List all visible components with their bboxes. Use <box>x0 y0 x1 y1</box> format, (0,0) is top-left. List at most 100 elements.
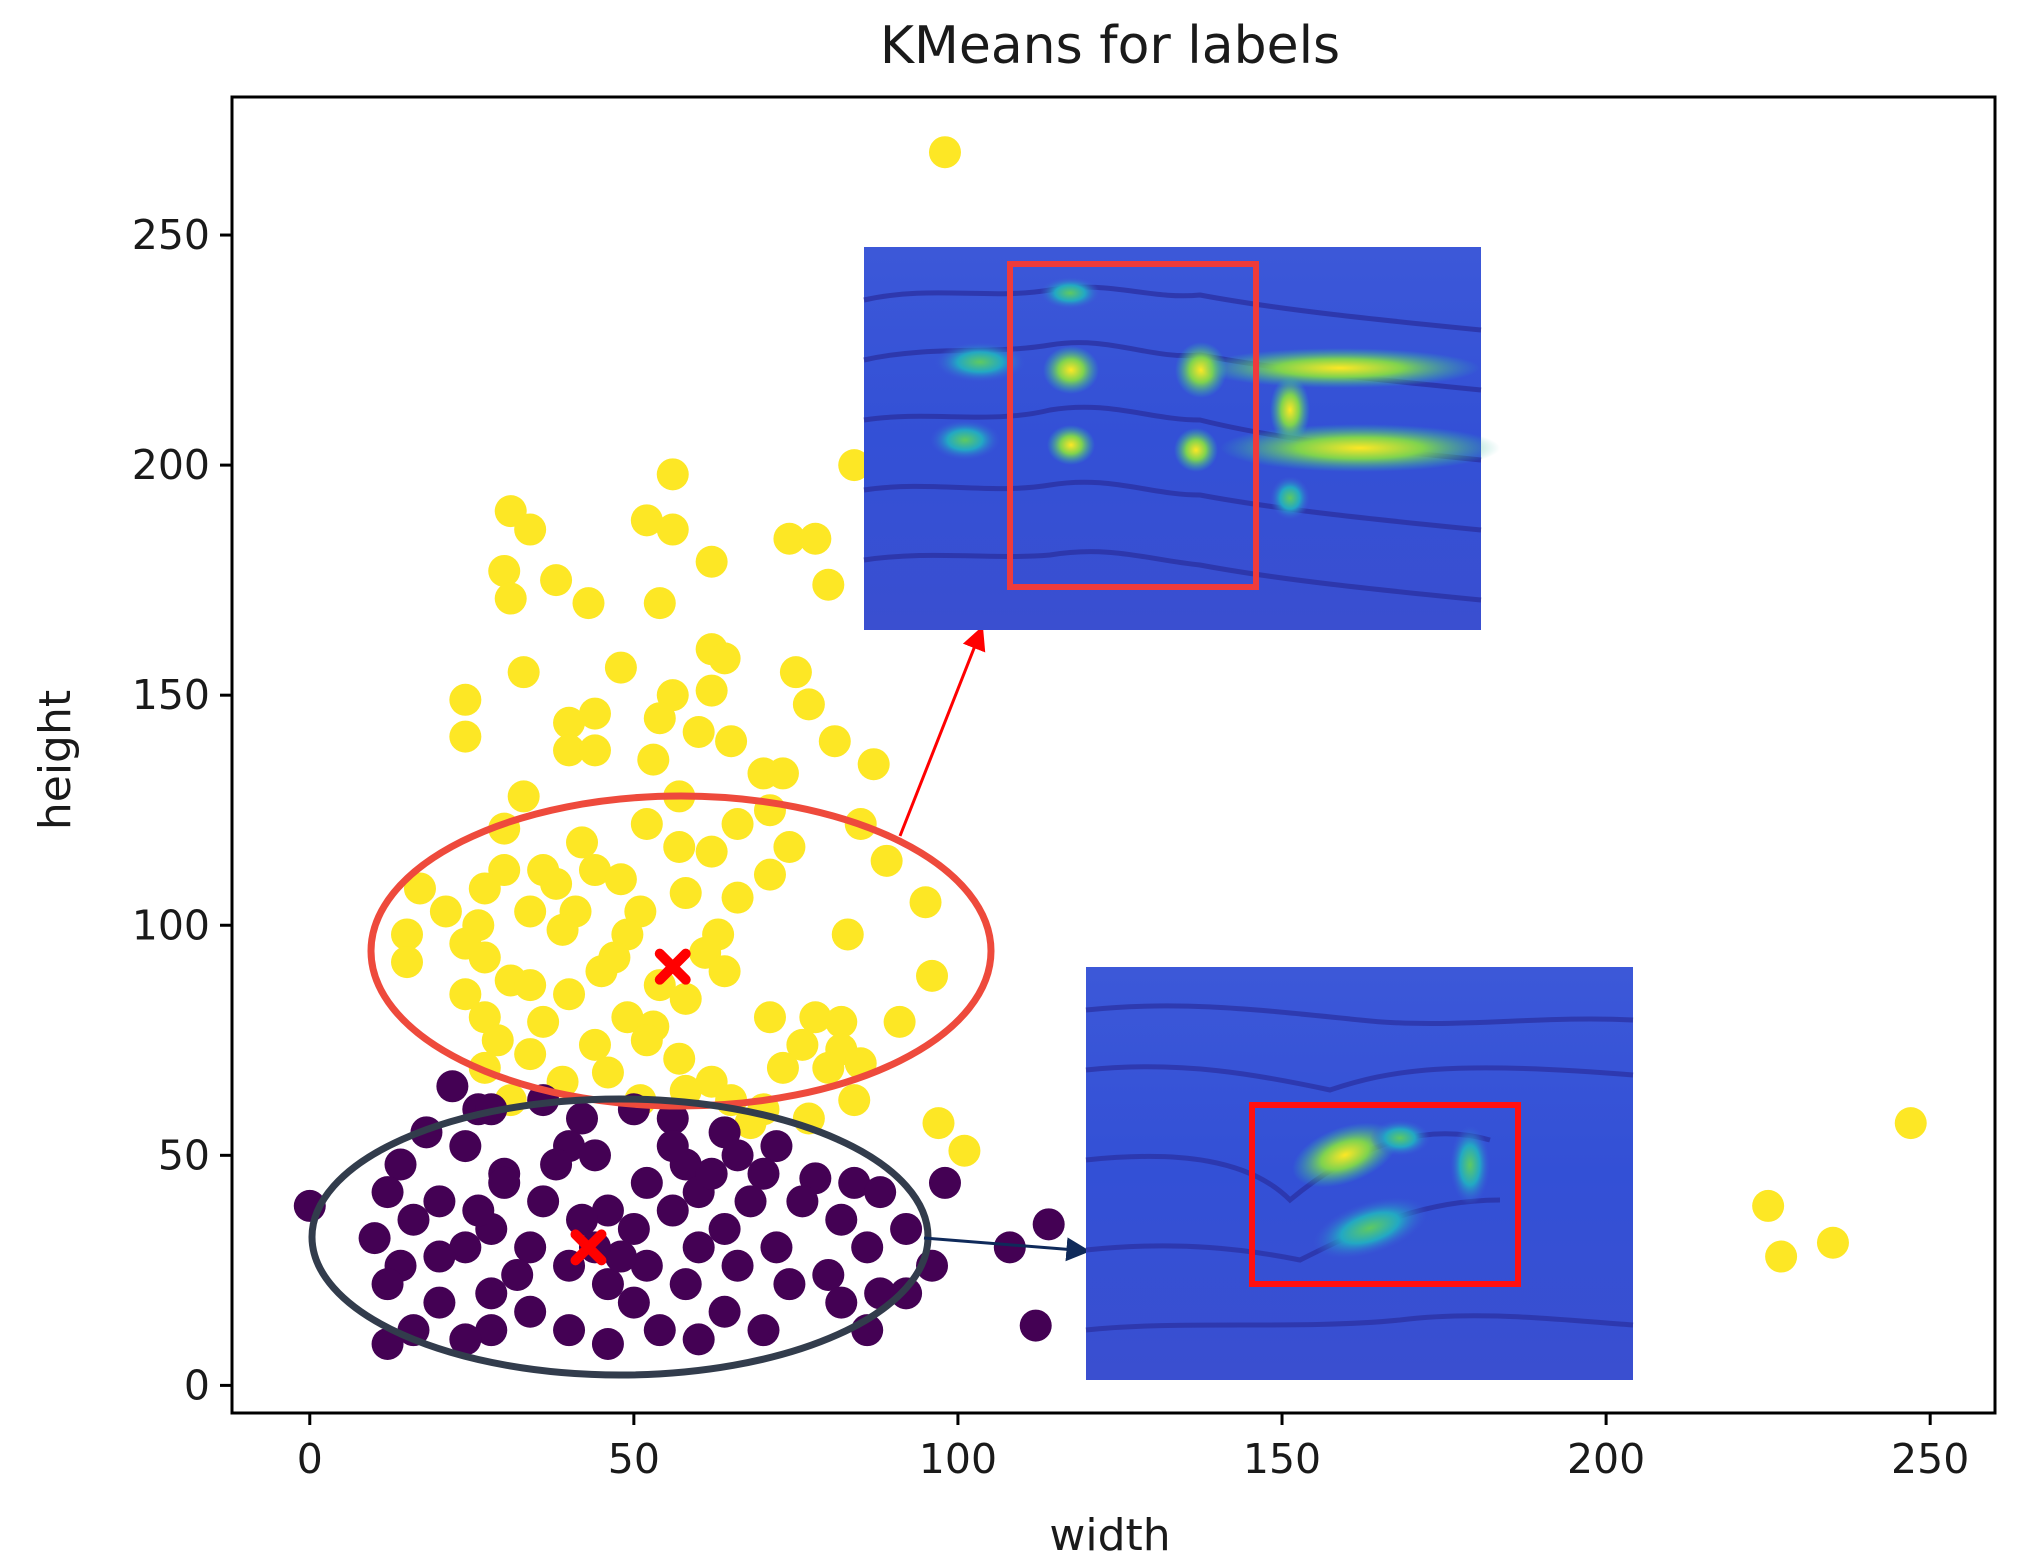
data-point <box>715 725 748 758</box>
data-point <box>630 1249 663 1282</box>
data-point <box>916 959 949 992</box>
navy-annotation-arrow <box>923 1236 1091 1262</box>
data-point <box>578 697 611 730</box>
data-point <box>1894 1107 1927 1140</box>
centroid-markers <box>570 948 691 1266</box>
data-point <box>546 913 579 946</box>
data-point <box>391 918 424 951</box>
inset-bottom-highlight-box <box>1249 1102 1521 1287</box>
data-point <box>604 1240 637 1273</box>
data-point <box>786 1185 819 1218</box>
data-point <box>585 955 618 988</box>
x-tick-label: 0 <box>297 1435 323 1483</box>
data-point <box>481 1024 514 1057</box>
data-point <box>708 642 741 675</box>
data-point <box>825 1203 858 1236</box>
data-point <box>578 1028 611 1061</box>
data-point <box>812 1258 845 1291</box>
scatter-points <box>293 136 1927 1360</box>
inset-heatmap-bottom <box>1085 967 1634 1380</box>
data-point <box>773 831 806 864</box>
data-point <box>1752 1189 1785 1222</box>
data-point <box>747 1157 780 1190</box>
data-point <box>475 1277 508 1310</box>
data-point <box>540 1148 573 1181</box>
data-point <box>449 683 482 716</box>
data-point <box>527 1185 560 1218</box>
data-point <box>630 504 663 537</box>
data-point <box>566 826 599 859</box>
data-point <box>663 831 696 864</box>
data-point <box>682 1323 715 1356</box>
data-point <box>429 895 462 928</box>
data-point <box>656 513 689 546</box>
data-point <box>773 1268 806 1301</box>
data-point <box>397 1203 430 1236</box>
x-axis: 0 50 100 150 200 250 <box>297 1413 1969 1483</box>
data-point <box>1816 1226 1849 1259</box>
data-point <box>630 1166 663 1199</box>
data-point <box>812 568 845 601</box>
data-point <box>721 1139 754 1172</box>
data-point <box>578 734 611 767</box>
data-point <box>449 720 482 753</box>
data-point <box>1019 1309 1052 1342</box>
inset-heatmap-top <box>863 247 1500 630</box>
data-point <box>617 1286 650 1319</box>
data-point <box>669 982 702 1015</box>
x-tick-label: 100 <box>919 1435 997 1483</box>
data-point <box>695 1157 728 1190</box>
data-point <box>682 715 715 748</box>
data-point <box>838 449 871 482</box>
y-tick-label: 250 <box>132 211 210 259</box>
data-point <box>475 1314 508 1347</box>
data-point <box>591 1268 624 1301</box>
data-point <box>825 1286 858 1319</box>
data-point <box>838 1166 871 1199</box>
data-point <box>663 1042 696 1075</box>
data-point <box>507 656 540 689</box>
data-point <box>371 1176 404 1209</box>
data-point <box>753 1001 786 1034</box>
data-point <box>566 1203 599 1236</box>
data-point <box>838 1084 871 1117</box>
data-point <box>857 748 890 781</box>
data-point <box>864 1176 897 1209</box>
data-point <box>527 1005 560 1038</box>
data-point <box>760 1130 793 1163</box>
inset-top-highlight-box <box>1007 261 1259 590</box>
data-point <box>669 1268 702 1301</box>
data-point <box>553 734 586 767</box>
data-point <box>825 1005 858 1038</box>
red-annotation-arrow <box>898 625 986 837</box>
data-point <box>540 564 573 597</box>
data-point <box>423 1185 456 1218</box>
data-point <box>753 858 786 891</box>
data-point <box>883 1005 916 1038</box>
data-point <box>553 706 586 739</box>
data-point <box>604 863 637 896</box>
data-point <box>766 757 799 790</box>
x-axis-label: width <box>1049 1510 1170 1560</box>
y-tick-label: 200 <box>132 441 210 489</box>
data-point <box>566 1102 599 1135</box>
data-point <box>617 1212 650 1245</box>
x-tick-label: 250 <box>1891 1435 1969 1483</box>
data-point <box>371 1327 404 1360</box>
x-tick-label: 150 <box>1243 1435 1321 1483</box>
data-point <box>695 674 728 707</box>
data-point <box>669 877 702 910</box>
data-point <box>656 458 689 491</box>
data-point <box>514 1295 547 1328</box>
data-point <box>721 1249 754 1282</box>
data-point <box>909 886 942 919</box>
data-point <box>993 1231 1026 1264</box>
data-point <box>799 1001 832 1034</box>
data-point <box>928 136 961 169</box>
data-point <box>766 1051 799 1084</box>
data-point <box>831 918 864 951</box>
data-point <box>591 1327 624 1360</box>
data-point <box>773 522 806 555</box>
data-point <box>643 1314 676 1347</box>
data-point <box>1765 1240 1798 1273</box>
